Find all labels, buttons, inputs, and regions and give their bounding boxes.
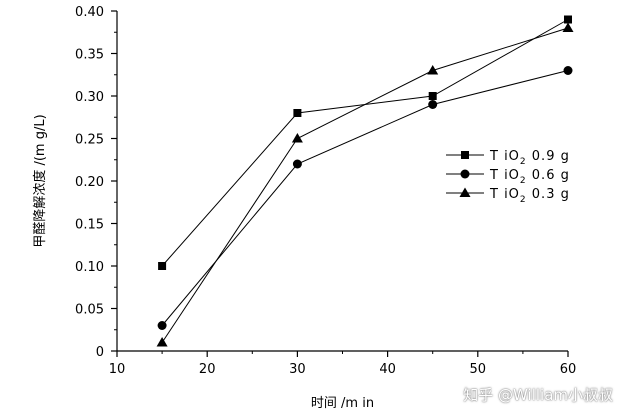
series-circle [157,66,573,330]
data-point [428,92,437,100]
y-tick-label: 0.20 [75,175,104,190]
data-point [158,262,167,270]
x-tick-label: 50 [470,362,487,377]
y-axis-title: 甲醛降解浓度 /(m g/L) [32,114,48,247]
data-point [563,66,573,75]
data-point [427,65,439,75]
data-point [562,22,574,32]
y-tick-label: 0.35 [75,48,104,63]
data-point [291,133,303,143]
series-triangle [156,22,574,347]
legend-marker [460,169,470,179]
data-point [564,15,572,24]
axes: 10 20 30 40 50 60 0 0.05 0.10 0.15 0.20 0.25 0.30 0.3… [75,5,576,377]
y-tick-label: 0 [96,345,104,360]
series-line [161,19,569,267]
series-line [161,70,569,326]
series-square [158,15,572,270]
series-line [161,27,569,343]
x-axis-title: 时间 /m in [311,396,374,411]
watermark-text: 知乎 @William小叔叔 [463,386,613,404]
data-point [292,159,302,169]
x-tick-label: 20 [199,362,216,377]
data-point [157,321,167,330]
x-tick-label: 30 [289,362,306,377]
legend: T iO2 0.9 gT iO2 0.6 gT iO2 0.3 g [446,149,570,205]
data-point [156,337,168,347]
legend-item: T iO2 0.3 g [446,187,570,205]
data-point [428,100,438,109]
legend-label: T iO2 0.9 g [489,149,570,167]
legend-item: T iO2 0.9 g [446,149,570,167]
legend-label: T iO2 0.3 g [489,187,570,205]
legend-item: T iO2 0.6 g [446,168,570,186]
y-tick-label: 0.25 [75,133,104,148]
y-tick-label: 0.40 [75,5,104,20]
legend-marker [461,151,469,159]
y-tick-label: 0.10 [75,260,104,275]
series-layer [156,15,574,347]
legend-label: T iO2 0.6 g [489,168,570,186]
x-tick-label: 10 [109,362,126,377]
y-tick-label: 0.05 [75,303,104,318]
data-point [293,109,302,117]
y-tick-label: 0.30 [75,90,104,105]
x-tick-label: 40 [379,362,396,377]
x-tick-label: 60 [560,362,577,377]
y-tick-label: 0.15 [75,218,104,233]
legend-marker [459,187,471,197]
